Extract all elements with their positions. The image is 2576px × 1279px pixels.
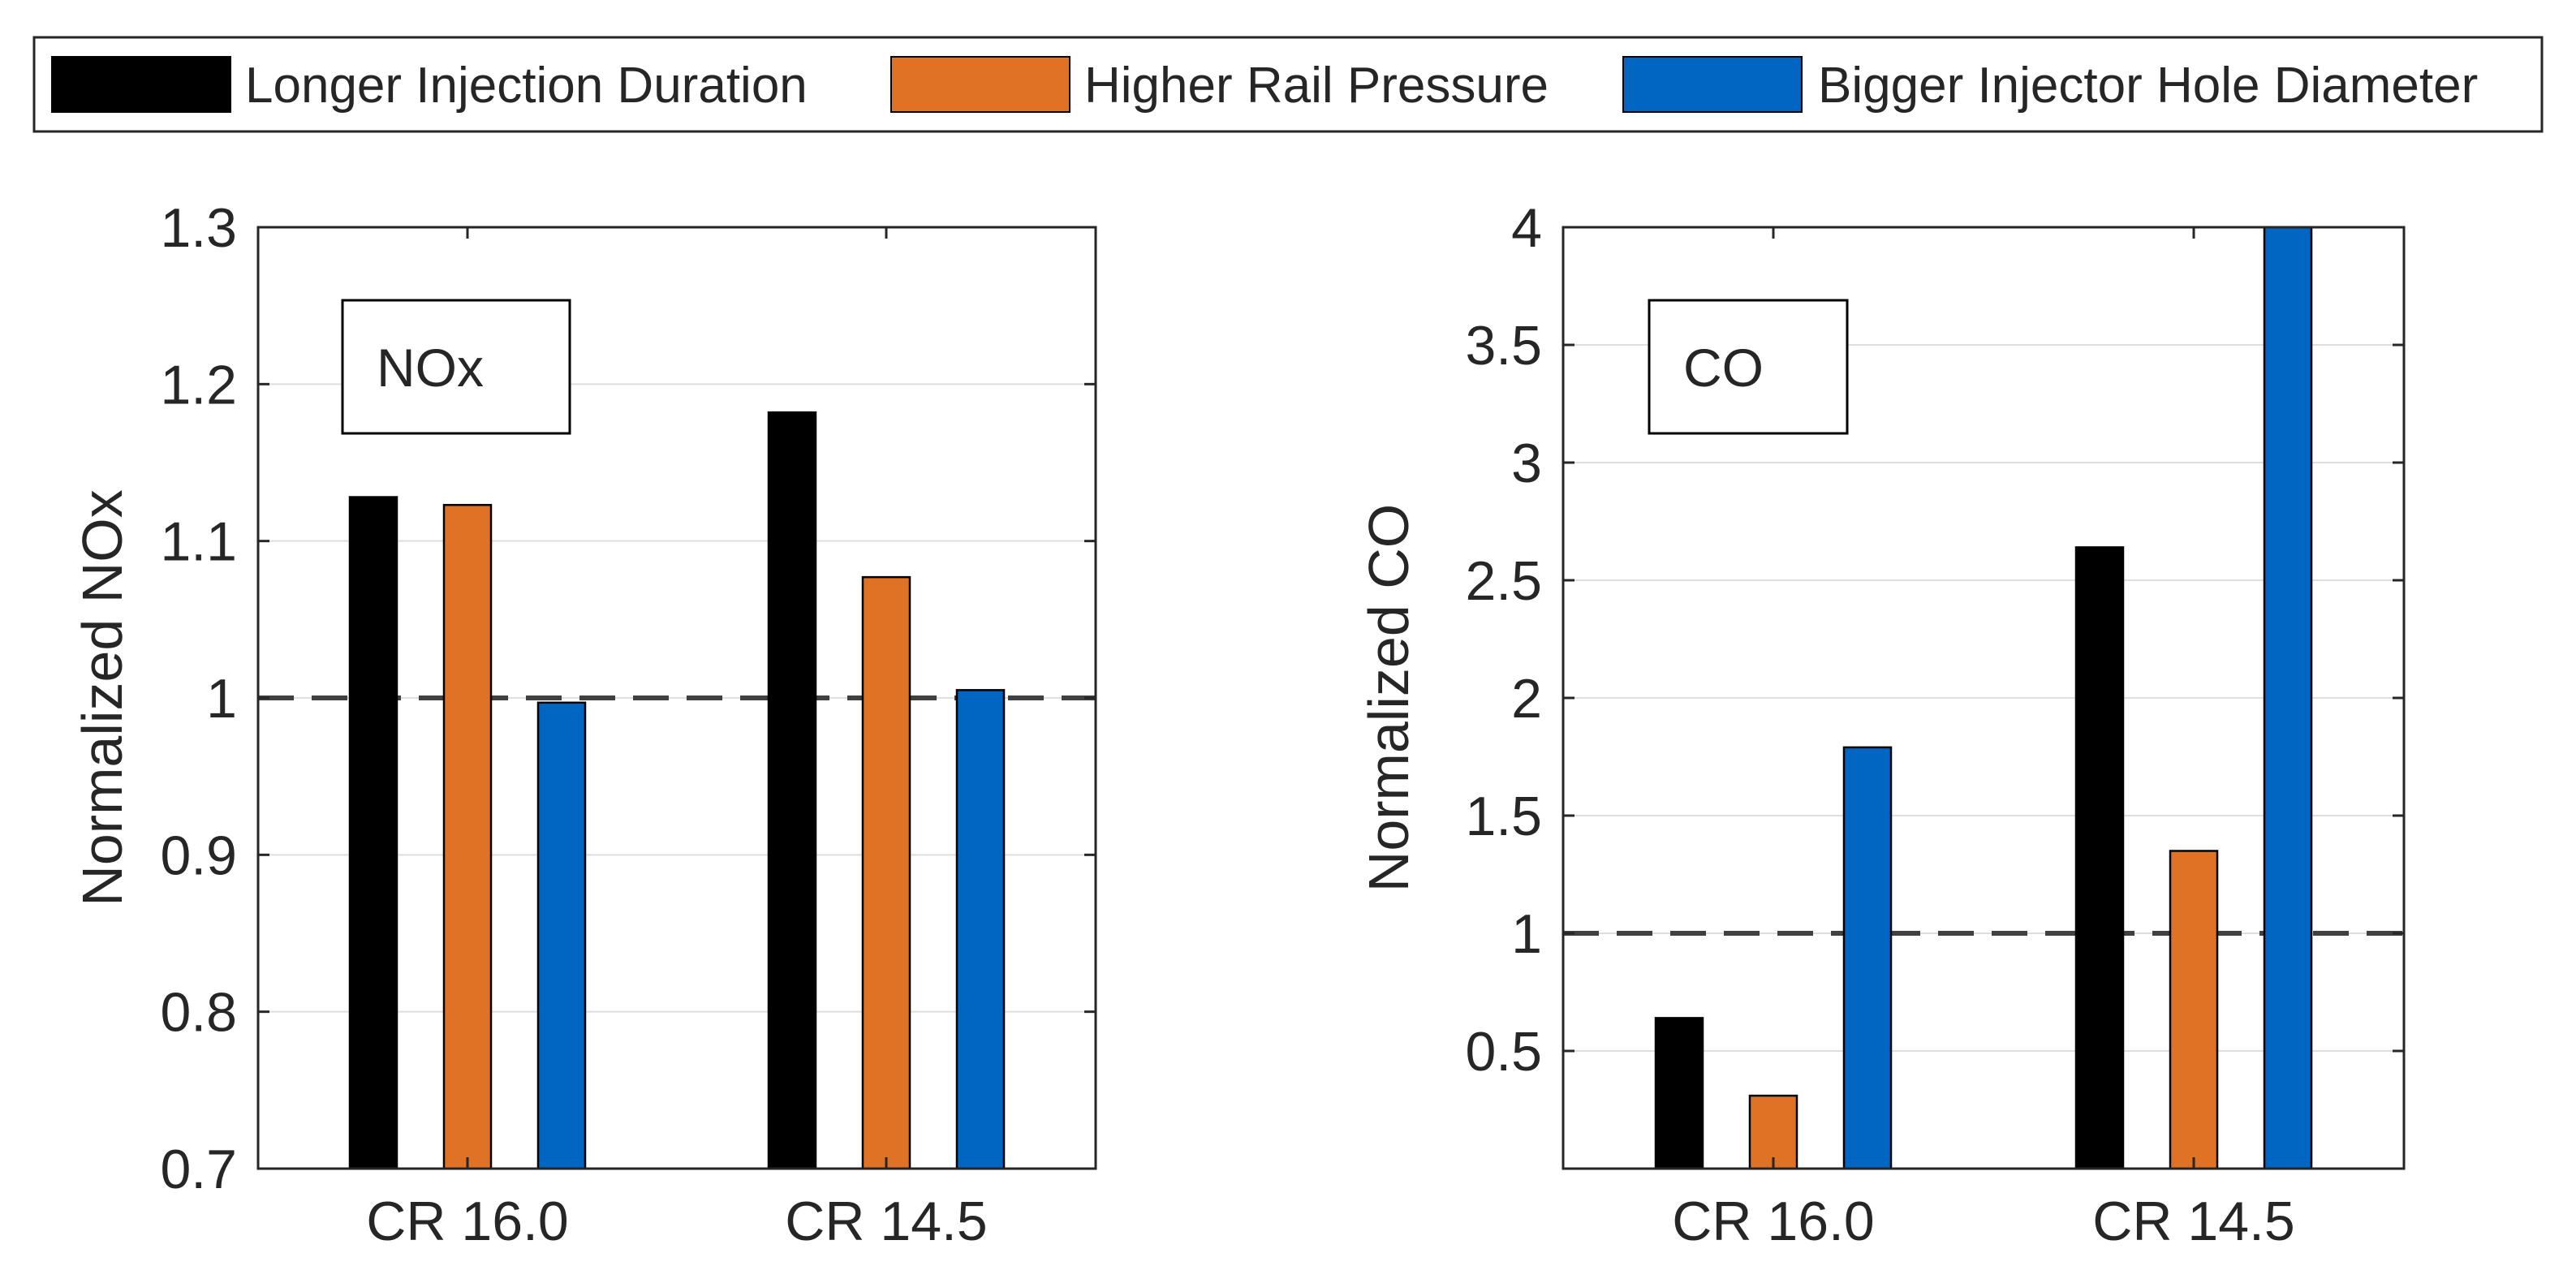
axis-ticks bbox=[258, 226, 1096, 1170]
y-tick-label: 1.1 bbox=[160, 511, 237, 573]
annotation-box bbox=[1648, 299, 1849, 435]
bars bbox=[348, 411, 1006, 1170]
y-tick-label: 0.9 bbox=[160, 825, 237, 886]
x-tick-label: CR 14.5 bbox=[785, 1191, 987, 1252]
bar-longer-injection-duration bbox=[348, 496, 398, 1170]
y-tick-label: 1.5 bbox=[1465, 786, 1542, 847]
annotation-box bbox=[341, 299, 571, 435]
legend-label-higher-rail-pressure: Higher Rail Pressure bbox=[1084, 58, 1549, 114]
legend-label-bigger-injector-hole-diameter: Bigger Injector Hole Diameter bbox=[1818, 58, 2478, 114]
legend-swatch-higher-rail-pressure bbox=[890, 56, 1070, 113]
y-tick-label: 3 bbox=[1511, 433, 1542, 494]
bar-higher-rail-pressure bbox=[2169, 850, 2219, 1170]
y-tick-label: 1.3 bbox=[160, 197, 237, 259]
legend-box bbox=[32, 36, 2544, 133]
x-tick-labels: CR 16.0 CR 14.5 bbox=[1672, 1191, 2294, 1252]
y-tick-label: 0.7 bbox=[160, 1139, 237, 1200]
bar-higher-rail-pressure bbox=[1748, 1094, 1798, 1170]
bar-longer-injection-duration bbox=[2074, 546, 2125, 1170]
y-tick-labels: 0.7 0.8 0.9 1 1.1 1.2 1.3 bbox=[160, 197, 237, 1200]
x-tick-label: CR 14.5 bbox=[2092, 1191, 2294, 1252]
legend-label-longer-injection-duration: Longer Injection Duration bbox=[245, 58, 808, 114]
chart-co: 0.5 1 1.5 2 2.5 3 3.5 4 CR 16.0 CR 14.5 Normaliz… bbox=[1357, 197, 2406, 1252]
bar-longer-injection-duration bbox=[1654, 1017, 1704, 1170]
bar-bigger-injector-hole-diameter bbox=[955, 689, 1006, 1170]
bar-bigger-injector-hole-diameter bbox=[1842, 746, 1893, 1170]
x-tick-label: CR 16.0 bbox=[366, 1191, 568, 1252]
y-axis-label: Normalized CO bbox=[1357, 504, 1420, 892]
legend-swatch-longer-injection-duration bbox=[51, 56, 231, 113]
chart-nox: 0.7 0.8 0.9 1 1.1 1.2 1.3 CR 16.0 CR 14.5 Norma… bbox=[71, 197, 1097, 1252]
x-tick-labels: CR 16.0 CR 14.5 bbox=[366, 1191, 987, 1252]
bar-higher-rail-pressure bbox=[442, 503, 493, 1170]
x-tick-label: CR 16.0 bbox=[1672, 1191, 1874, 1252]
y-tick-label: 3.5 bbox=[1465, 315, 1542, 377]
y-axis-label: Normalized NOx bbox=[71, 489, 134, 906]
y-tick-label: 1.2 bbox=[160, 354, 237, 416]
y-tick-label: 0.5 bbox=[1465, 1021, 1542, 1083]
bar-bigger-injector-hole-diameter bbox=[2263, 226, 2313, 1170]
annotation-label: CO bbox=[1683, 338, 1764, 398]
y-tick-label: 0.8 bbox=[160, 982, 237, 1044]
y-tick-label: 2 bbox=[1511, 668, 1542, 730]
bar-higher-rail-pressure bbox=[861, 575, 911, 1170]
legend-swatch-bigger-injector-hole-diameter bbox=[1622, 56, 1803, 113]
y-tick-label: 1 bbox=[206, 668, 237, 730]
bars bbox=[1654, 226, 2313, 1170]
annotation-label: NOx bbox=[377, 338, 484, 398]
y-tick-label: 1 bbox=[1511, 903, 1542, 965]
y-tick-label: 2.5 bbox=[1465, 550, 1542, 612]
legend: Longer Injection Duration Higher Rail Pr… bbox=[32, 36, 2544, 133]
axis-ticks bbox=[1563, 226, 2404, 1169]
y-tick-label: 4 bbox=[1511, 197, 1542, 259]
bar-bigger-injector-hole-diameter bbox=[536, 701, 587, 1170]
bar-longer-injection-duration bbox=[767, 411, 817, 1170]
y-tick-labels: 0.5 1 1.5 2 2.5 3 3.5 4 bbox=[1465, 197, 1542, 1083]
